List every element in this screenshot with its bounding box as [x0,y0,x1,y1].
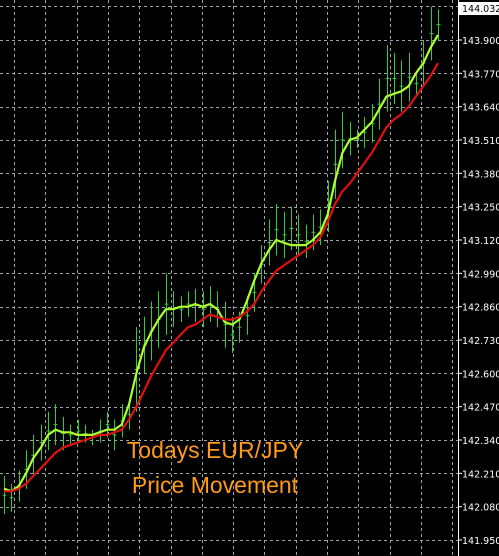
moving-averages [3,34,439,493]
price-tick-label: 143.640 [462,103,499,114]
chart-caption-line-1: Todays EUR/JPY [126,437,304,463]
price-tick-label: 143.510 [462,136,499,147]
price-tick-label: 143.120 [462,236,499,247]
price-axis: 144.032 143.900 143.770 143.640 143.510 143.3… [458,0,499,556]
price-tick-label: 143.900 [462,36,499,47]
price-tick-label: 142.340 [462,436,499,447]
price-tick-label: 142.730 [462,336,499,347]
price-tick-label: 142.990 [462,269,499,280]
chart-caption-line-2: Price Movement [131,472,299,498]
current-price-text: 144.032 [462,4,499,15]
price-tick-label: 143.380 [462,169,499,180]
price-tick-label: 142.860 [462,303,499,314]
price-tick-label: 143.250 [462,203,499,214]
price-tick-label: 142.470 [462,403,499,414]
slow-ma-line [4,62,439,493]
fast-ma-line [3,34,439,493]
price-tick-label: 142.080 [462,503,499,514]
price-tick-label: 142.210 [462,469,499,480]
price-tick-label: 141.950 [462,536,499,547]
current-price-label [459,2,499,15]
price-tick-label: 143.770 [462,69,499,80]
price-tick-label: 142.600 [462,369,499,380]
price-bars [2,6,441,515]
grid [0,0,458,556]
